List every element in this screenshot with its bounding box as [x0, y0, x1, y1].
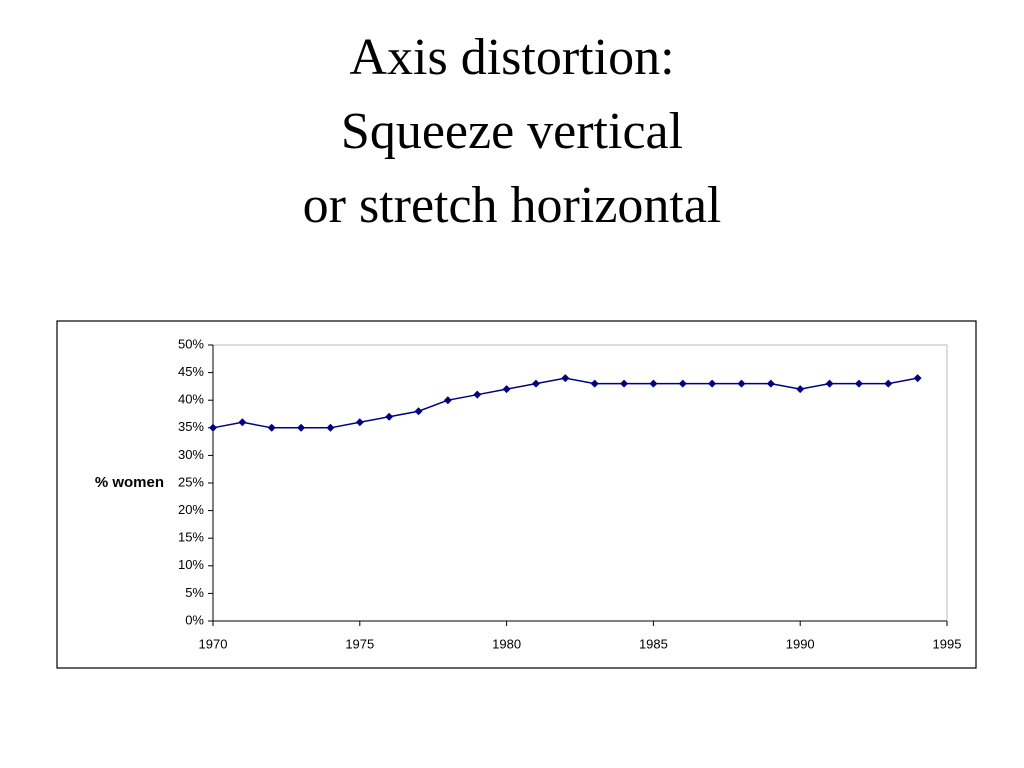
data-point	[473, 390, 482, 399]
data-point	[620, 379, 629, 388]
data-point	[561, 374, 570, 383]
x-tick-label: 1980	[492, 636, 521, 651]
data-point	[502, 385, 511, 394]
data-point	[414, 407, 423, 416]
data-point	[443, 396, 452, 405]
x-tick-label: 1995	[933, 636, 962, 651]
y-tick-label: 35%	[178, 419, 204, 434]
data-point	[796, 385, 805, 394]
data-point	[884, 379, 893, 388]
data-point	[649, 379, 658, 388]
data-point	[385, 412, 394, 421]
y-tick-label: 50%	[178, 336, 204, 351]
y-tick-label: 20%	[178, 502, 204, 517]
y-tick-label: 10%	[178, 557, 204, 572]
x-tick-label: 1990	[786, 636, 815, 651]
y-tick-label: 40%	[178, 392, 204, 407]
x-tick-label: 1970	[199, 636, 228, 651]
data-point	[267, 423, 276, 432]
y-tick-label: 25%	[178, 474, 204, 489]
x-tick-label: 1985	[639, 636, 668, 651]
data-point	[238, 418, 247, 427]
data-point	[854, 379, 863, 388]
x-tick-label: 1975	[345, 636, 374, 651]
data-point	[737, 379, 746, 388]
data-point	[355, 418, 364, 427]
y-tick-label: 45%	[178, 364, 204, 379]
data-point	[678, 379, 687, 388]
data-point	[209, 423, 217, 432]
y-tick-label: 5%	[185, 585, 204, 600]
y-tick-label: 0%	[185, 612, 204, 627]
data-point	[531, 379, 540, 388]
data-point	[708, 379, 717, 388]
chart-frame	[56, 320, 977, 669]
data-point	[913, 374, 922, 383]
chart-title: or stretch horizontal	[303, 177, 722, 234]
y-tick-label: 15%	[178, 530, 204, 545]
data-point	[297, 423, 306, 432]
data-point	[326, 423, 335, 432]
data-point	[766, 379, 775, 388]
data-point	[590, 379, 599, 388]
y-tick-label: 30%	[178, 447, 204, 462]
data-point	[825, 379, 834, 388]
chart-title: Squeeze vertical	[341, 103, 683, 160]
chart-title: Axis distortion:	[349, 29, 674, 86]
y-axis-label: % women	[95, 474, 164, 491]
